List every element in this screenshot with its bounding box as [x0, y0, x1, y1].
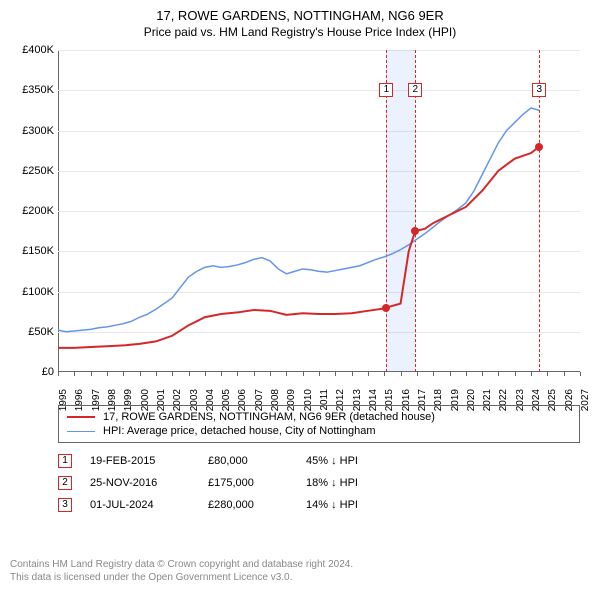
chart-title: 17, ROWE GARDENS, NOTTINGHAM, NG6 9ER [0, 8, 600, 23]
sale-point [411, 227, 419, 235]
footer-line-2: This data is licensed under the Open Gov… [10, 571, 590, 584]
sales-table: 1 19-FEB-2015 £80,000 45% ↓ HPI 2 25-NOV-2016… [58, 450, 580, 516]
x-tick-mark [270, 372, 271, 376]
y-tick-label: £150K [10, 245, 54, 257]
series-price [58, 50, 580, 372]
y-tick-label: £250K [10, 165, 54, 177]
sales-marker-box: 3 [58, 498, 72, 512]
y-tick-label: £400K [10, 44, 54, 56]
sales-date: 25-NOV-2016 [90, 477, 190, 489]
sales-price: £175,000 [208, 477, 288, 489]
x-tick-mark [335, 372, 336, 376]
chart-area: £0£50K£100K£150K£200K£250K£300K£350K£400… [10, 50, 590, 400]
sales-diff: 14% ↓ HPI [306, 499, 396, 511]
sales-row: 2 25-NOV-2016 £175,000 18% ↓ HPI [58, 472, 580, 494]
title-block: 17, ROWE GARDENS, NOTTINGHAM, NG6 9ER Pr… [0, 0, 600, 39]
y-tick-label: £50K [10, 326, 54, 338]
x-tick-mark [172, 372, 173, 376]
y-tick-label: £350K [10, 84, 54, 96]
legend-label: 17, ROWE GARDENS, NOTTINGHAM, NG6 9ER (d… [103, 411, 435, 423]
x-tick-mark [254, 372, 255, 376]
sales-price: £280,000 [208, 499, 288, 511]
x-tick-mark [450, 372, 451, 376]
y-tick-label: £0 [10, 366, 54, 378]
x-tick-mark [237, 372, 238, 376]
legend-item: 17, ROWE GARDENS, NOTTINGHAM, NG6 9ER (d… [67, 410, 571, 424]
x-tick-mark [205, 372, 206, 376]
sales-diff: 45% ↓ HPI [306, 455, 396, 467]
x-tick-mark [140, 372, 141, 376]
footer-line-1: Contains HM Land Registry data © Crown c… [10, 558, 590, 571]
x-tick-mark [352, 372, 353, 376]
x-tick-mark [368, 372, 369, 376]
x-tick-mark [417, 372, 418, 376]
sales-date: 01-JUL-2024 [90, 499, 190, 511]
legend-box: 17, ROWE GARDENS, NOTTINGHAM, NG6 9ER (d… [58, 405, 580, 443]
sale-point [535, 143, 543, 151]
x-tick-mark [564, 372, 565, 376]
x-tick-mark [531, 372, 532, 376]
x-tick-label: 2027 [580, 389, 591, 411]
x-tick-mark [384, 372, 385, 376]
x-tick-mark [189, 372, 190, 376]
x-tick-mark [515, 372, 516, 376]
legend-item: HPI: Average price, detached house, City… [67, 424, 571, 438]
sales-price: £80,000 [208, 455, 288, 467]
x-tick-mark [107, 372, 108, 376]
x-tick-mark [482, 372, 483, 376]
x-tick-mark [401, 372, 402, 376]
x-tick-mark [91, 372, 92, 376]
sales-date: 19-FEB-2015 [90, 455, 190, 467]
x-tick-mark [221, 372, 222, 376]
x-tick-mark [498, 372, 499, 376]
plot-region: 123 [58, 50, 580, 372]
sales-row: 3 01-JUL-2024 £280,000 14% ↓ HPI [58, 494, 580, 516]
x-tick-mark [156, 372, 157, 376]
x-tick-mark [58, 372, 59, 376]
x-tick-mark [433, 372, 434, 376]
sales-marker-box: 2 [58, 476, 72, 490]
x-tick-mark [303, 372, 304, 376]
footer-attribution: Contains HM Land Registry data © Crown c… [10, 558, 590, 584]
x-tick-mark [319, 372, 320, 376]
x-tick-mark [466, 372, 467, 376]
sales-row: 1 19-FEB-2015 £80,000 45% ↓ HPI [58, 450, 580, 472]
sale-point [382, 304, 390, 312]
sales-marker-box: 1 [58, 454, 72, 468]
legend-swatch [67, 416, 95, 418]
chart-subtitle: Price paid vs. HM Land Registry's House … [0, 25, 600, 39]
x-tick-mark [547, 372, 548, 376]
legend-label: HPI: Average price, detached house, City… [103, 425, 376, 437]
x-tick-mark [580, 372, 581, 376]
y-tick-label: £100K [10, 286, 54, 298]
x-tick-mark [74, 372, 75, 376]
sales-diff: 18% ↓ HPI [306, 477, 396, 489]
x-tick-mark [123, 372, 124, 376]
y-tick-label: £300K [10, 125, 54, 137]
x-tick-mark [286, 372, 287, 376]
y-tick-label: £200K [10, 205, 54, 217]
legend-swatch [67, 431, 95, 432]
